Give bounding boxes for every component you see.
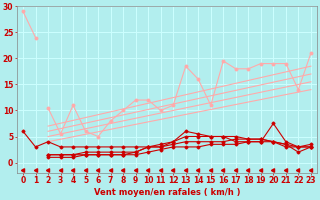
X-axis label: Vent moyen/en rafales ( km/h ): Vent moyen/en rafales ( km/h ) bbox=[94, 188, 240, 197]
